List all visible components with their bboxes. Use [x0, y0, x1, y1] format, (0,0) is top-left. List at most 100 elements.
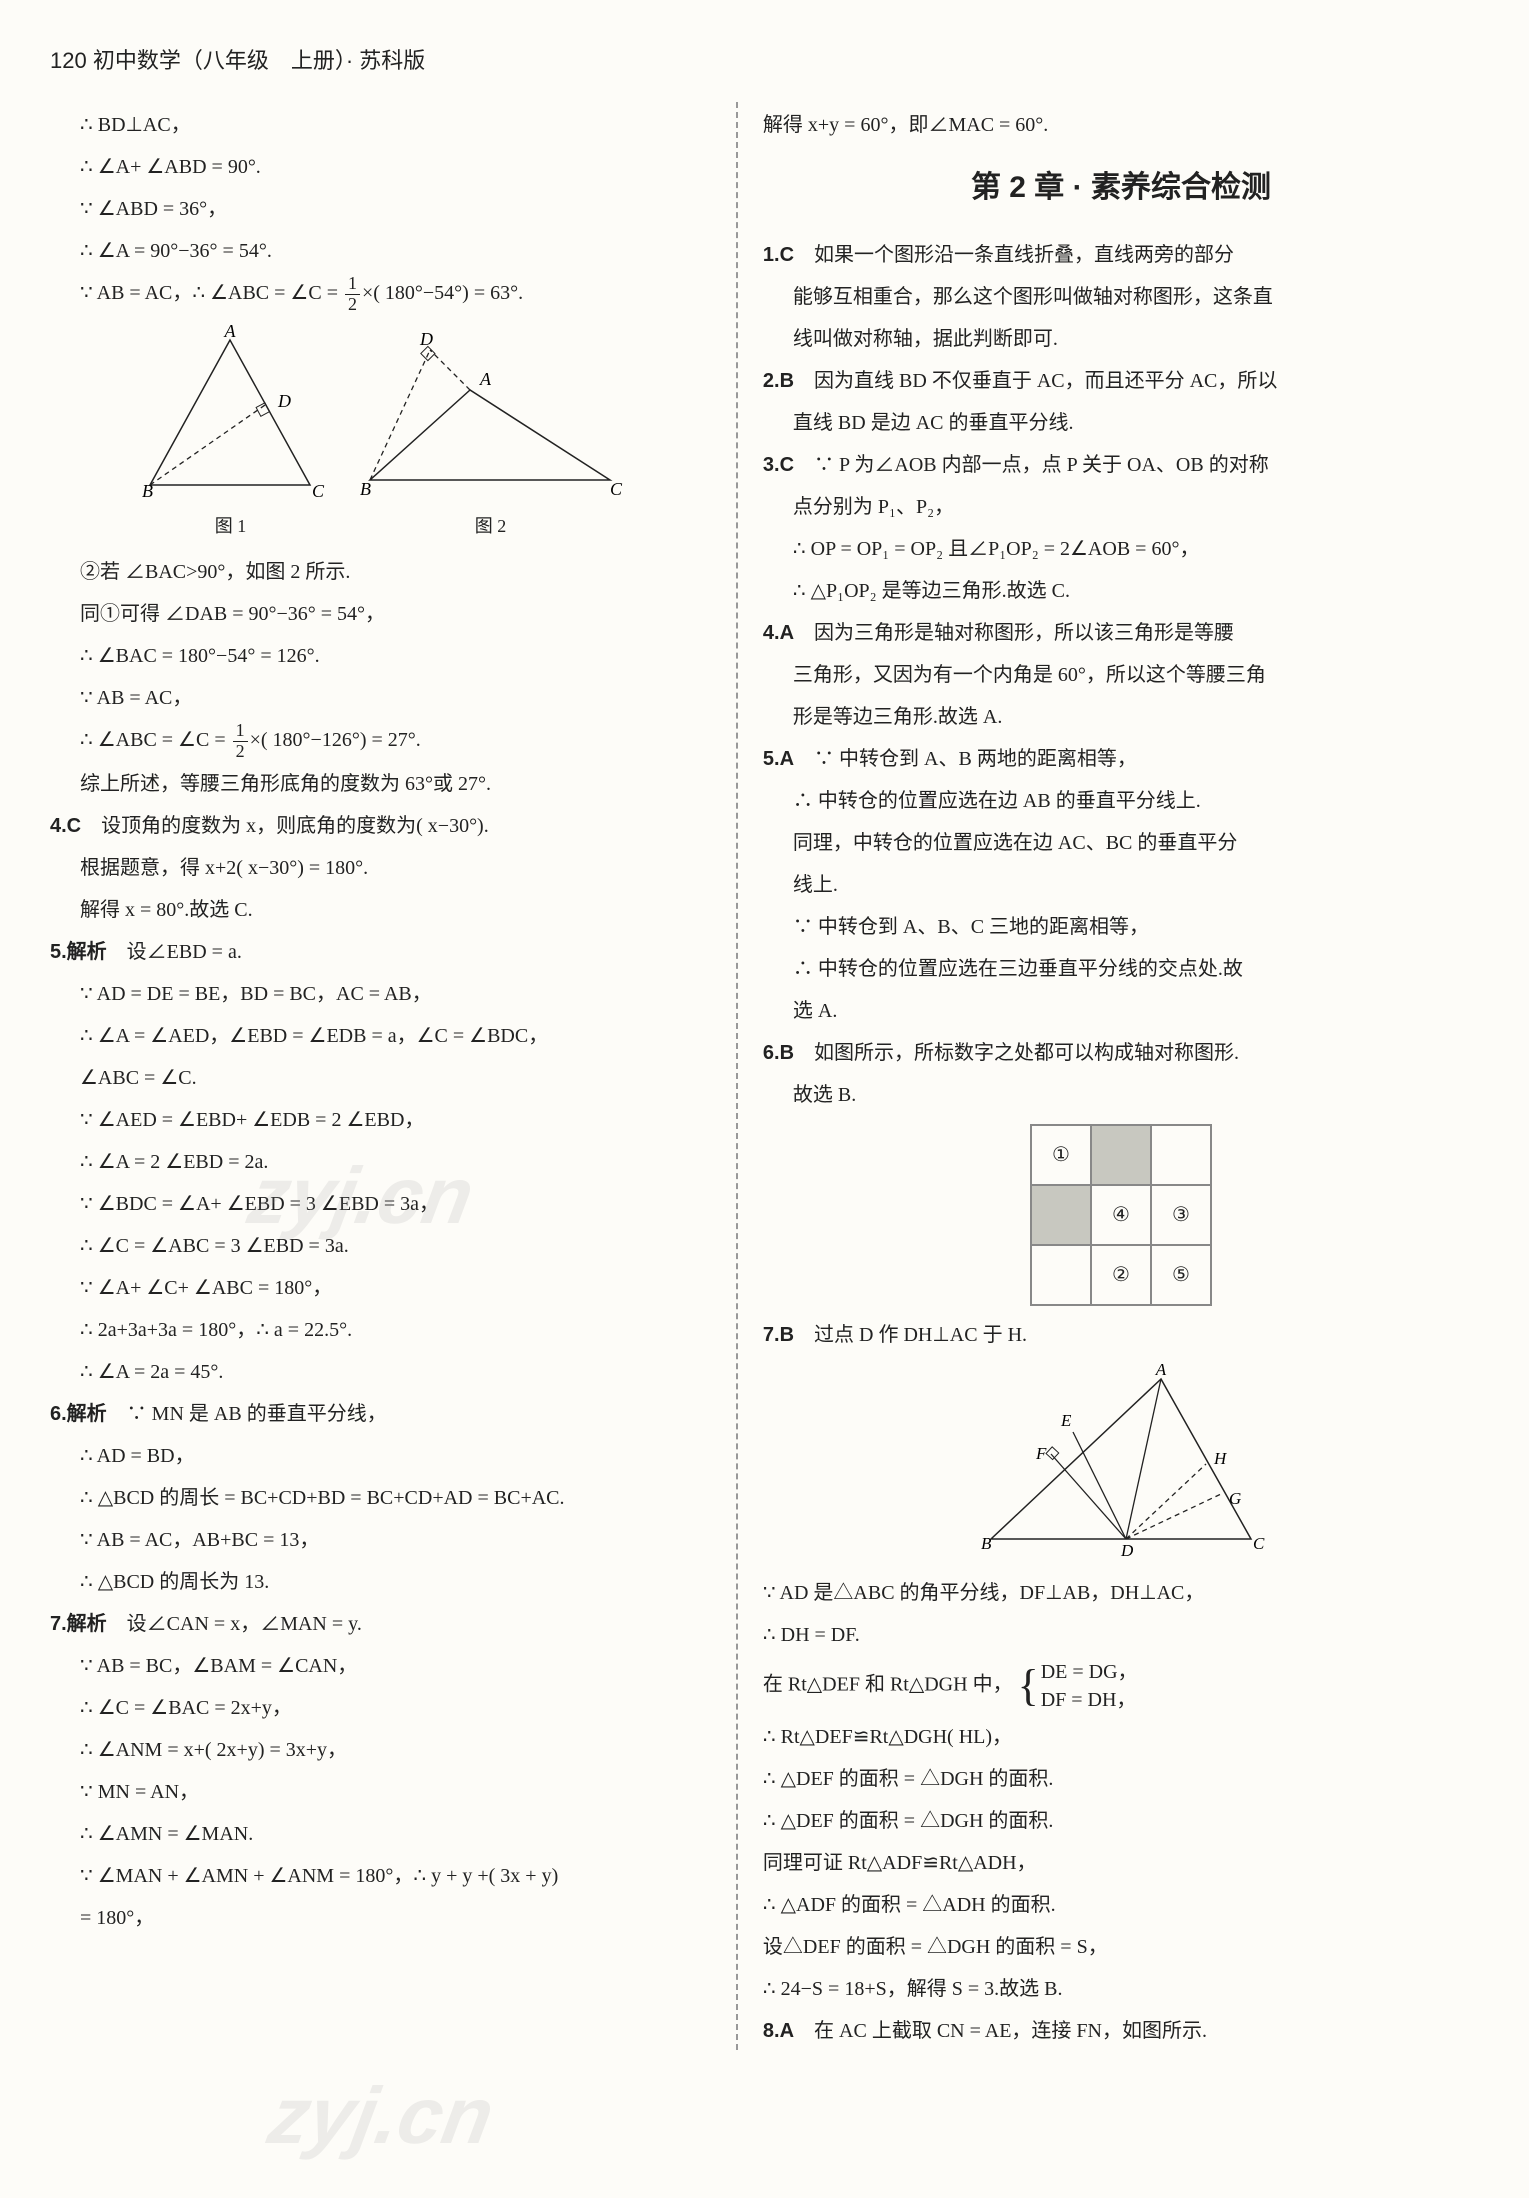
math-line: 在 Rt△DEF 和 Rt△DGH 中， { DE = DG， DF = DH， — [763, 1658, 1479, 1714]
text-fragment: 设∠EBD = a. — [107, 941, 242, 963]
svg-text:D: D — [419, 329, 433, 349]
math-line: 线上. — [763, 866, 1479, 904]
svg-text:D: D — [277, 391, 291, 411]
math-line: ∴ 2a+3a+3a = 180°，∴ a = 22.5°. — [50, 1311, 711, 1349]
text-fragment: 如图所示，所标数字之处都可以构成轴对称图形. — [794, 1042, 1239, 1064]
math-line: ∴ ∠BAC = 180°−54° = 126°. — [50, 637, 711, 675]
math-line: ∴ △P₁OP₂ 是等边三角形.故选 C. — [763, 572, 1479, 610]
figure-2: D A B C 图 2 — [350, 325, 630, 543]
text-fragment: 因为三角形是轴对称图形，所以该三角形是等腰 — [794, 622, 1234, 644]
answer-item: 6.解析 ∵ MN 是 AB 的垂直平分线， — [50, 1395, 711, 1433]
answer-item: 5.A ∵ 中转仓到 A、B 两地的距离相等， — [763, 740, 1479, 778]
math-line: ∵ ∠AED = ∠EBD+ ∠EDB = 2 ∠EBD， — [50, 1101, 711, 1139]
math-line: ∴ ∠A+ ∠ABD = 90°. — [50, 148, 711, 186]
math-line: ∵ AB = AC，∴ ∠ABC = ∠C = 12×( 180°−54°) =… — [50, 274, 711, 315]
answer-item: 7.解析 设∠CAN = x，∠MAN = y. — [50, 1605, 711, 1643]
grid-cell — [1151, 1125, 1211, 1185]
math-line: ②若 ∠BAC>90°，如图 2 所示. — [50, 553, 711, 591]
svg-text:C: C — [312, 481, 325, 501]
item-label: 3.C — [763, 454, 794, 476]
math-line: 直线 BD 是边 AC 的垂直平分线. — [763, 404, 1479, 442]
item-label: 7.解析 — [50, 1613, 107, 1635]
math-line: ∴ 24−S = 18+S，解得 S = 3.故选 B. — [763, 1970, 1479, 2008]
grid-cell: ① — [1031, 1125, 1091, 1185]
right-column: 解得 x+y = 60°，即∠MAC = 60°. 第 2 章 · 素养综合检测… — [736, 102, 1479, 2050]
math-line: ∴ ∠A = ∠AED，∠EBD = ∠EDB = a，∠C = ∠BDC， — [50, 1017, 711, 1055]
math-line: ∴ BD⊥AC， — [50, 106, 711, 144]
math-line: ∴ 中转仓的位置应选在边 AB 的垂直平分线上. — [763, 782, 1479, 820]
math-line: ∴ AD = BD， — [50, 1437, 711, 1475]
text-fragment: 设∠CAN = x，∠MAN = y. — [107, 1613, 362, 1635]
math-line: 设△DEF 的面积 = △DGH 的面积 = S， — [763, 1928, 1479, 1966]
math-line: ∴ △DEF 的面积 = △DGH 的面积. — [763, 1802, 1479, 1840]
math-line: ∴ ∠ABC = ∠C = 12×( 180°−126°) = 27°. — [50, 721, 711, 762]
math-line: ∴ △BCD 的周长为 13. — [50, 1563, 711, 1601]
two-column-layout: ∴ BD⊥AC， ∴ ∠A+ ∠ABD = 90°. ∵ ∠ABD = 36°，… — [50, 102, 1479, 2050]
math-line: ∵ AB = BC，∠BAM = ∠CAN， — [50, 1647, 711, 1685]
chapter-title: 第 2 章 · 素养综合检测 — [763, 159, 1479, 216]
math-line: ∵ ∠BDC = ∠A+ ∠EBD = 3 ∠EBD = 3a， — [50, 1185, 711, 1223]
svg-text:A: A — [224, 325, 237, 341]
case-row: DF = DH， — [1041, 1689, 1137, 1711]
math-line: ∵ AB = AC，AB+BC = 13， — [50, 1521, 711, 1559]
answer-item: 4.C 设顶角的度数为 x，则底角的度数为( x−30°). — [50, 807, 711, 845]
math-line: 故选 B. — [763, 1076, 1479, 1114]
fraction: 12 — [345, 274, 360, 315]
answer-item: 5.解析 设∠EBD = a. — [50, 933, 711, 971]
math-line: 能够互相重合，那么这个图形叫做轴对称图形，这条直 — [763, 278, 1479, 316]
svg-text:G: G — [1229, 1489, 1241, 1508]
svg-text:C: C — [610, 479, 623, 499]
math-line: 解得 x = 80°.故选 C. — [50, 891, 711, 929]
text-fragment: ∵ AB = AC，∴ ∠ABC = ∠C = — [80, 282, 343, 304]
svg-text:B: B — [981, 1534, 992, 1553]
svg-text:A: A — [1155, 1364, 1167, 1379]
triangle-figure: A B C D E F G H — [763, 1364, 1479, 1564]
text-fragment: 如果一个图形沿一条直线折叠，直线两旁的部分 — [794, 244, 1234, 266]
case-row: DE = DG， — [1041, 1661, 1138, 1683]
math-line: ∴ ∠A = 2 ∠EBD = 2a. — [50, 1143, 711, 1181]
text-fragment: ×( 180°−54°) = 63°. — [362, 282, 523, 304]
math-line: 形是等边三角形.故选 A. — [763, 698, 1479, 736]
item-label: 6.解析 — [50, 1403, 107, 1425]
grid-cell: ④ — [1091, 1185, 1151, 1245]
grid-cell-shaded — [1031, 1185, 1091, 1245]
math-line: ∴ ∠C = ∠BAC = 2x+y， — [50, 1689, 711, 1727]
math-line: ∵ ∠ABD = 36°， — [50, 190, 711, 228]
math-line: 综上所述，等腰三角形底角的度数为 63°或 27°. — [50, 765, 711, 803]
math-line: ∵ AB = AC， — [50, 679, 711, 717]
math-line: ∴ ∠A = 2a = 45°. — [50, 1353, 711, 1391]
item-label: 4.C — [50, 815, 81, 837]
brace-cases: { DE = DG， DF = DH， — [1018, 1658, 1138, 1714]
math-line: ∴ DH = DF. — [763, 1616, 1479, 1654]
item-label: 8.A — [763, 2020, 794, 2042]
item-label: 5.A — [763, 748, 794, 770]
math-line: ∴ ∠AMN = ∠MAN. — [50, 1815, 711, 1853]
math-line: ∴ Rt△DEF≌Rt△DGH( HL)， — [763, 1718, 1479, 1756]
item-label: 1.C — [763, 244, 794, 266]
figure-caption: 图 2 — [350, 509, 630, 543]
text-fragment: ∴ ∠ABC = ∠C = — [80, 729, 231, 751]
svg-text:C: C — [1253, 1534, 1265, 1553]
text-fragment: ∵ P 为∠AOB 内部一点，点 P 关于 OA、OB 的对称 — [794, 454, 1269, 476]
math-line: ∵ AD 是△ABC 的角平分线，DF⊥AB，DH⊥AC， — [763, 1574, 1479, 1612]
page-header: 120 初中数学（八年级 上册）· 苏科版 — [50, 40, 1479, 82]
math-line: 线叫做对称轴，据此判断即可. — [763, 320, 1479, 358]
grid-figure: ① ④ ③ ② ⑤ — [763, 1124, 1479, 1306]
item-label: 2.B — [763, 370, 794, 392]
svg-text:F: F — [1035, 1444, 1047, 1463]
math-line: ∵ MN = AN， — [50, 1773, 711, 1811]
grid-cell: ⑤ — [1151, 1245, 1211, 1305]
math-line: 三角形，又因为有一个内角是 60°，所以这个等腰三角 — [763, 656, 1479, 694]
text-fragment: 因为直线 BD 不仅垂直于 AC，而且还平分 AC，所以 — [794, 370, 1277, 392]
answer-item: 1.C 如果一个图形沿一条直线折叠，直线两旁的部分 — [763, 236, 1479, 274]
text-fragment: 设顶角的度数为 x，则底角的度数为( x−30°). — [81, 815, 489, 837]
math-line: ∴ 中转仓的位置应选在三边垂直平分线的交点处.故 — [763, 950, 1479, 988]
answer-item: 3.C ∵ P 为∠AOB 内部一点，点 P 关于 OA、OB 的对称 — [763, 446, 1479, 484]
svg-text:H: H — [1213, 1449, 1228, 1468]
math-line: ∴ △BCD 的周长 = BC+CD+BD = BC+CD+AD = BC+AC… — [50, 1479, 711, 1517]
math-line: 解得 x+y = 60°，即∠MAC = 60°. — [763, 106, 1479, 144]
grid-cell: ② — [1091, 1245, 1151, 1305]
grid-cell: ③ — [1151, 1185, 1211, 1245]
math-line: ∵ ∠A+ ∠C+ ∠ABC = 180°， — [50, 1269, 711, 1307]
math-line: ∵ ∠MAN + ∠AMN + ∠ANM = 180°，∴ y + y +( 3… — [50, 1857, 711, 1895]
